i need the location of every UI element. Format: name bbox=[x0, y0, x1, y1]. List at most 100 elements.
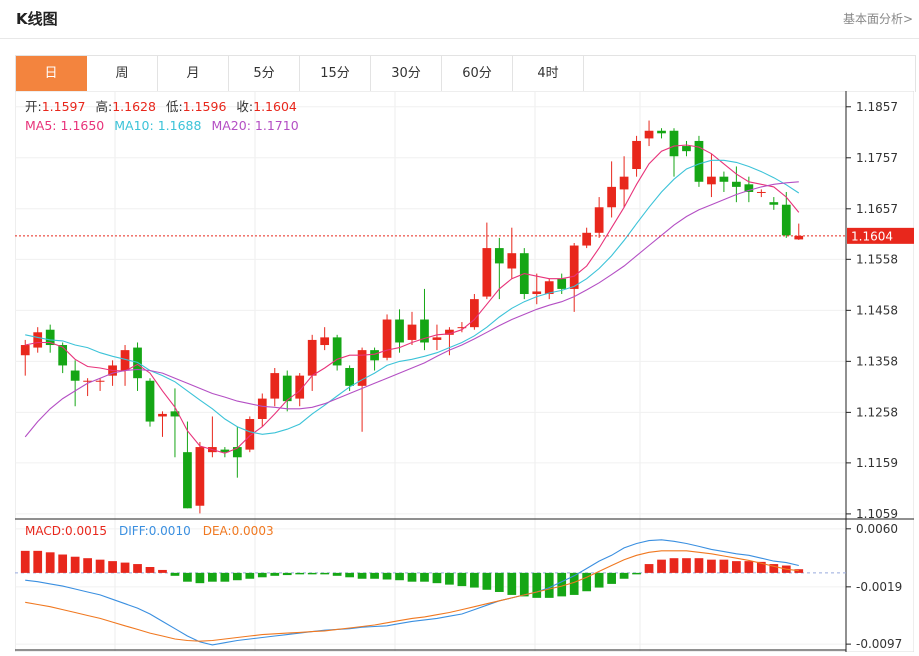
macd-bar-7 bbox=[108, 561, 117, 573]
macd-bar-16 bbox=[220, 572, 230, 582]
candle-body-11 bbox=[158, 413, 167, 417]
candle-27 bbox=[357, 347, 367, 432]
candle-body-44 bbox=[569, 245, 579, 289]
low-value: 1.1596 bbox=[183, 99, 227, 114]
tab-week[interactable]: 周 bbox=[87, 56, 158, 92]
diff-line bbox=[25, 539, 799, 646]
fundamental-analysis-link[interactable]: 基本面分析> bbox=[842, 12, 913, 26]
ma20-value: 1.1710 bbox=[255, 118, 299, 133]
price-tick-label-4: 1.1458 bbox=[856, 303, 898, 317]
candle-21 bbox=[282, 370, 292, 412]
dea-value: 0.0003 bbox=[232, 524, 274, 538]
ma10-label: MA10: bbox=[114, 118, 153, 133]
candle-body-30 bbox=[395, 319, 404, 343]
candle-body-3 bbox=[58, 345, 68, 366]
candle-45 bbox=[582, 227, 592, 249]
chart-area[interactable]: 1.1857 1.1757 1.1657 1.1558 1.1458 1.1358 1.12… bbox=[14, 90, 915, 653]
candle-0 bbox=[20, 339, 30, 376]
macd-bar-47 bbox=[607, 572, 616, 584]
dea-line bbox=[25, 550, 799, 642]
diff-label: DIFF: bbox=[119, 524, 149, 538]
candle-body-50 bbox=[644, 130, 654, 139]
candle-47 bbox=[607, 161, 616, 218]
macd-bar-11 bbox=[158, 569, 167, 573]
price-tick-label-1: 1.1757 bbox=[856, 151, 898, 165]
candle-12 bbox=[170, 388, 180, 458]
candle-body-1 bbox=[33, 332, 43, 348]
candle-body-21 bbox=[282, 375, 292, 402]
price-tick-label-6: 1.1258 bbox=[856, 405, 898, 419]
macd-bar-22 bbox=[295, 572, 305, 575]
macd-bar-58 bbox=[744, 561, 754, 573]
candle-31 bbox=[407, 311, 417, 346]
macd-bar-26 bbox=[345, 572, 354, 578]
candle-body-38 bbox=[494, 248, 504, 264]
candle-23 bbox=[307, 334, 317, 391]
macd-bar-9 bbox=[133, 564, 142, 573]
tab-4hour[interactable]: 4时 bbox=[513, 56, 584, 92]
candle-35 bbox=[457, 322, 467, 333]
open-value: 1.1597 bbox=[42, 99, 86, 114]
macd-bar-37 bbox=[482, 572, 492, 590]
tab-15min[interactable]: 15分 bbox=[300, 56, 371, 92]
candle-body-20 bbox=[270, 373, 280, 399]
macd-bar-29 bbox=[382, 572, 392, 580]
candlestick-series bbox=[20, 120, 804, 514]
candle-37 bbox=[482, 222, 492, 300]
close-label: 收: bbox=[236, 99, 253, 114]
macd-bar-56 bbox=[719, 559, 729, 573]
candle-14 bbox=[195, 441, 205, 514]
candle-20 bbox=[270, 367, 280, 407]
macd-bar-53 bbox=[682, 558, 691, 573]
price-tick-label-2: 1.1657 bbox=[856, 202, 898, 216]
macd-bar-30 bbox=[395, 572, 404, 581]
macd-bar-43 bbox=[557, 572, 567, 597]
kline-chart-svg[interactable]: 1.1857 1.1757 1.1657 1.1558 1.1458 1.1358 1.12… bbox=[14, 90, 915, 653]
candle-body-12 bbox=[170, 411, 180, 417]
dea-label: DEA: bbox=[203, 524, 232, 538]
macd-bar-34 bbox=[445, 572, 454, 585]
tab-month[interactable]: 月 bbox=[158, 56, 229, 92]
macd-bar-28 bbox=[370, 572, 379, 579]
tab-60min[interactable]: 60分 bbox=[442, 56, 513, 92]
macd-bar-49 bbox=[632, 572, 641, 575]
candle-46 bbox=[594, 197, 604, 238]
macd-bar-31 bbox=[407, 572, 417, 582]
candle-50 bbox=[644, 120, 654, 147]
ma10-value: 1.1688 bbox=[158, 118, 202, 133]
grid-lines bbox=[15, 91, 846, 652]
candle-18 bbox=[245, 416, 255, 453]
tab-5min[interactable]: 5分 bbox=[229, 56, 300, 92]
ma5-value: 1.1650 bbox=[61, 118, 105, 133]
tab-30min[interactable]: 30分 bbox=[371, 56, 442, 92]
macd-bar-42 bbox=[544, 572, 554, 598]
candle-body-19 bbox=[257, 398, 267, 420]
candle-body-57 bbox=[732, 181, 741, 187]
candle-body-28 bbox=[370, 350, 379, 361]
candle-body-59 bbox=[756, 191, 766, 193]
candle-32 bbox=[420, 288, 429, 351]
candle-body-26 bbox=[345, 367, 354, 386]
candle-body-48 bbox=[619, 176, 629, 190]
macd-lines bbox=[25, 539, 799, 646]
candle-11 bbox=[158, 411, 167, 437]
macd-bar-6 bbox=[95, 559, 105, 573]
high-label: 高: bbox=[95, 99, 112, 114]
candle-body-46 bbox=[594, 207, 604, 233]
macd-bar-55 bbox=[707, 559, 716, 573]
price-tick-label-0: 1.1857 bbox=[856, 100, 898, 114]
candle-body-54 bbox=[694, 140, 704, 182]
candle-30 bbox=[395, 309, 404, 353]
macd-bar-39 bbox=[507, 572, 517, 595]
candle-body-35 bbox=[457, 327, 467, 329]
candle-body-25 bbox=[332, 337, 342, 366]
macd-legend: MACD:0.0015 DIFF:0.0010 DEA:0.0003 bbox=[25, 524, 274, 538]
macd-tick-label-0: 0.0060 bbox=[856, 522, 898, 536]
macd-bar-60 bbox=[769, 564, 779, 573]
tab-day[interactable]: 日 bbox=[16, 56, 87, 92]
candle-55 bbox=[707, 153, 716, 198]
ma-legend: MA5: 1.1650 MA10: 1.1688 MA20: 1.1710 bbox=[25, 118, 299, 133]
candle-4 bbox=[70, 360, 80, 407]
candle-body-8 bbox=[120, 350, 130, 371]
candle-48 bbox=[619, 156, 629, 208]
